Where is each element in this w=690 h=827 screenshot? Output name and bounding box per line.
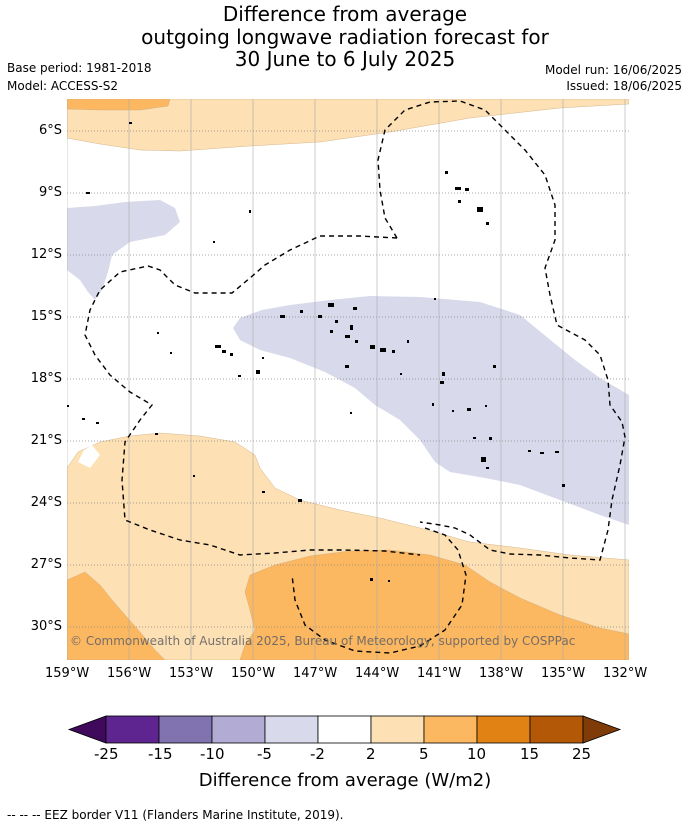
title-line-2: outgoing longwave radiation forecast for (141, 25, 549, 49)
islands (67, 122, 565, 582)
colorbar-extend-low (67, 715, 107, 744)
positive-anomaly-region (67, 99, 629, 152)
lon-tick: 156°W (107, 666, 152, 681)
eez-legend: -- -- -- EEZ border V11 (Flanders Marine… (7, 808, 344, 822)
lat-tick: 6°S (38, 123, 62, 138)
colorbar-title: Difference from average (W/m2) (198, 770, 492, 791)
colorbar-swatch (529, 715, 584, 744)
lat-tick: 30°S (30, 619, 62, 634)
positive-anomaly-region (67, 571, 166, 660)
colorbar-swatch (317, 715, 372, 744)
lon-tick: 135°W (541, 666, 586, 681)
model-run: Model run: 16/06/2025 (544, 63, 682, 77)
colorbar-swatch (264, 715, 319, 744)
copyright-notice: © Commonwealth of Australia 2025, Bureau… (70, 634, 576, 648)
lon-tick: 141°W (417, 666, 462, 681)
lat-tick: 18°S (30, 371, 62, 386)
lon-tick: 132°W (603, 666, 648, 681)
eez-borders (84, 100, 626, 654)
title-line-1: Difference from average (222, 2, 468, 26)
colorbar-swatch (158, 715, 213, 744)
model-name: Model: ACCESS-S2 (7, 79, 119, 93)
colorbar-label: 2 (366, 745, 376, 763)
positive-anomaly-region (239, 549, 629, 660)
colorbar-swatch (423, 715, 478, 744)
colorbar-label: 5 (419, 745, 429, 763)
lat-tick: 24°S (30, 495, 62, 510)
lat-tick: 21°S (30, 433, 62, 448)
colorbar-label: -10 (200, 745, 225, 763)
colorbar-swatch (370, 715, 425, 744)
map-area (67, 99, 629, 660)
lon-tick: 138°W (479, 666, 524, 681)
lat-tick: 12°S (30, 247, 62, 262)
colorbar-swatch (476, 715, 531, 744)
title-line-3: 30 June to 6 July 2025 (234, 47, 456, 71)
negative-anomaly-region (67, 200, 180, 300)
colorbar-swatch (105, 715, 160, 744)
lon-tick: 159°W (45, 666, 90, 681)
colorbar-label: 25 (572, 745, 592, 763)
negative-anomaly-region (233, 296, 629, 525)
positive-anomaly-region (67, 99, 171, 111)
colorbar-swatch (211, 715, 266, 744)
lon-tick: 150°W (231, 666, 276, 681)
colorbar-label: -2 (310, 745, 325, 763)
gridlines (67, 99, 629, 660)
colorbar-label: 15 (520, 745, 540, 763)
colorbar (67, 715, 622, 744)
lon-tick: 144°W (355, 666, 400, 681)
base-period: Base period: 1981-2018 (7, 61, 152, 75)
lon-tick: 147°W (293, 666, 338, 681)
colorbar-label: -15 (148, 745, 173, 763)
colorbar-label: -25 (94, 745, 119, 763)
colorbar-label: 10 (467, 745, 487, 763)
colorbar-label: -5 (257, 745, 272, 763)
colorbar-extend-high (582, 715, 622, 744)
lat-tick: 27°S (30, 557, 62, 572)
issued-date: Issued: 18/06/2025 (566, 79, 682, 93)
lon-tick: 153°W (169, 666, 214, 681)
lat-tick: 9°S (38, 185, 62, 200)
neutral-region (78, 445, 100, 468)
lat-tick: 15°S (30, 309, 62, 324)
